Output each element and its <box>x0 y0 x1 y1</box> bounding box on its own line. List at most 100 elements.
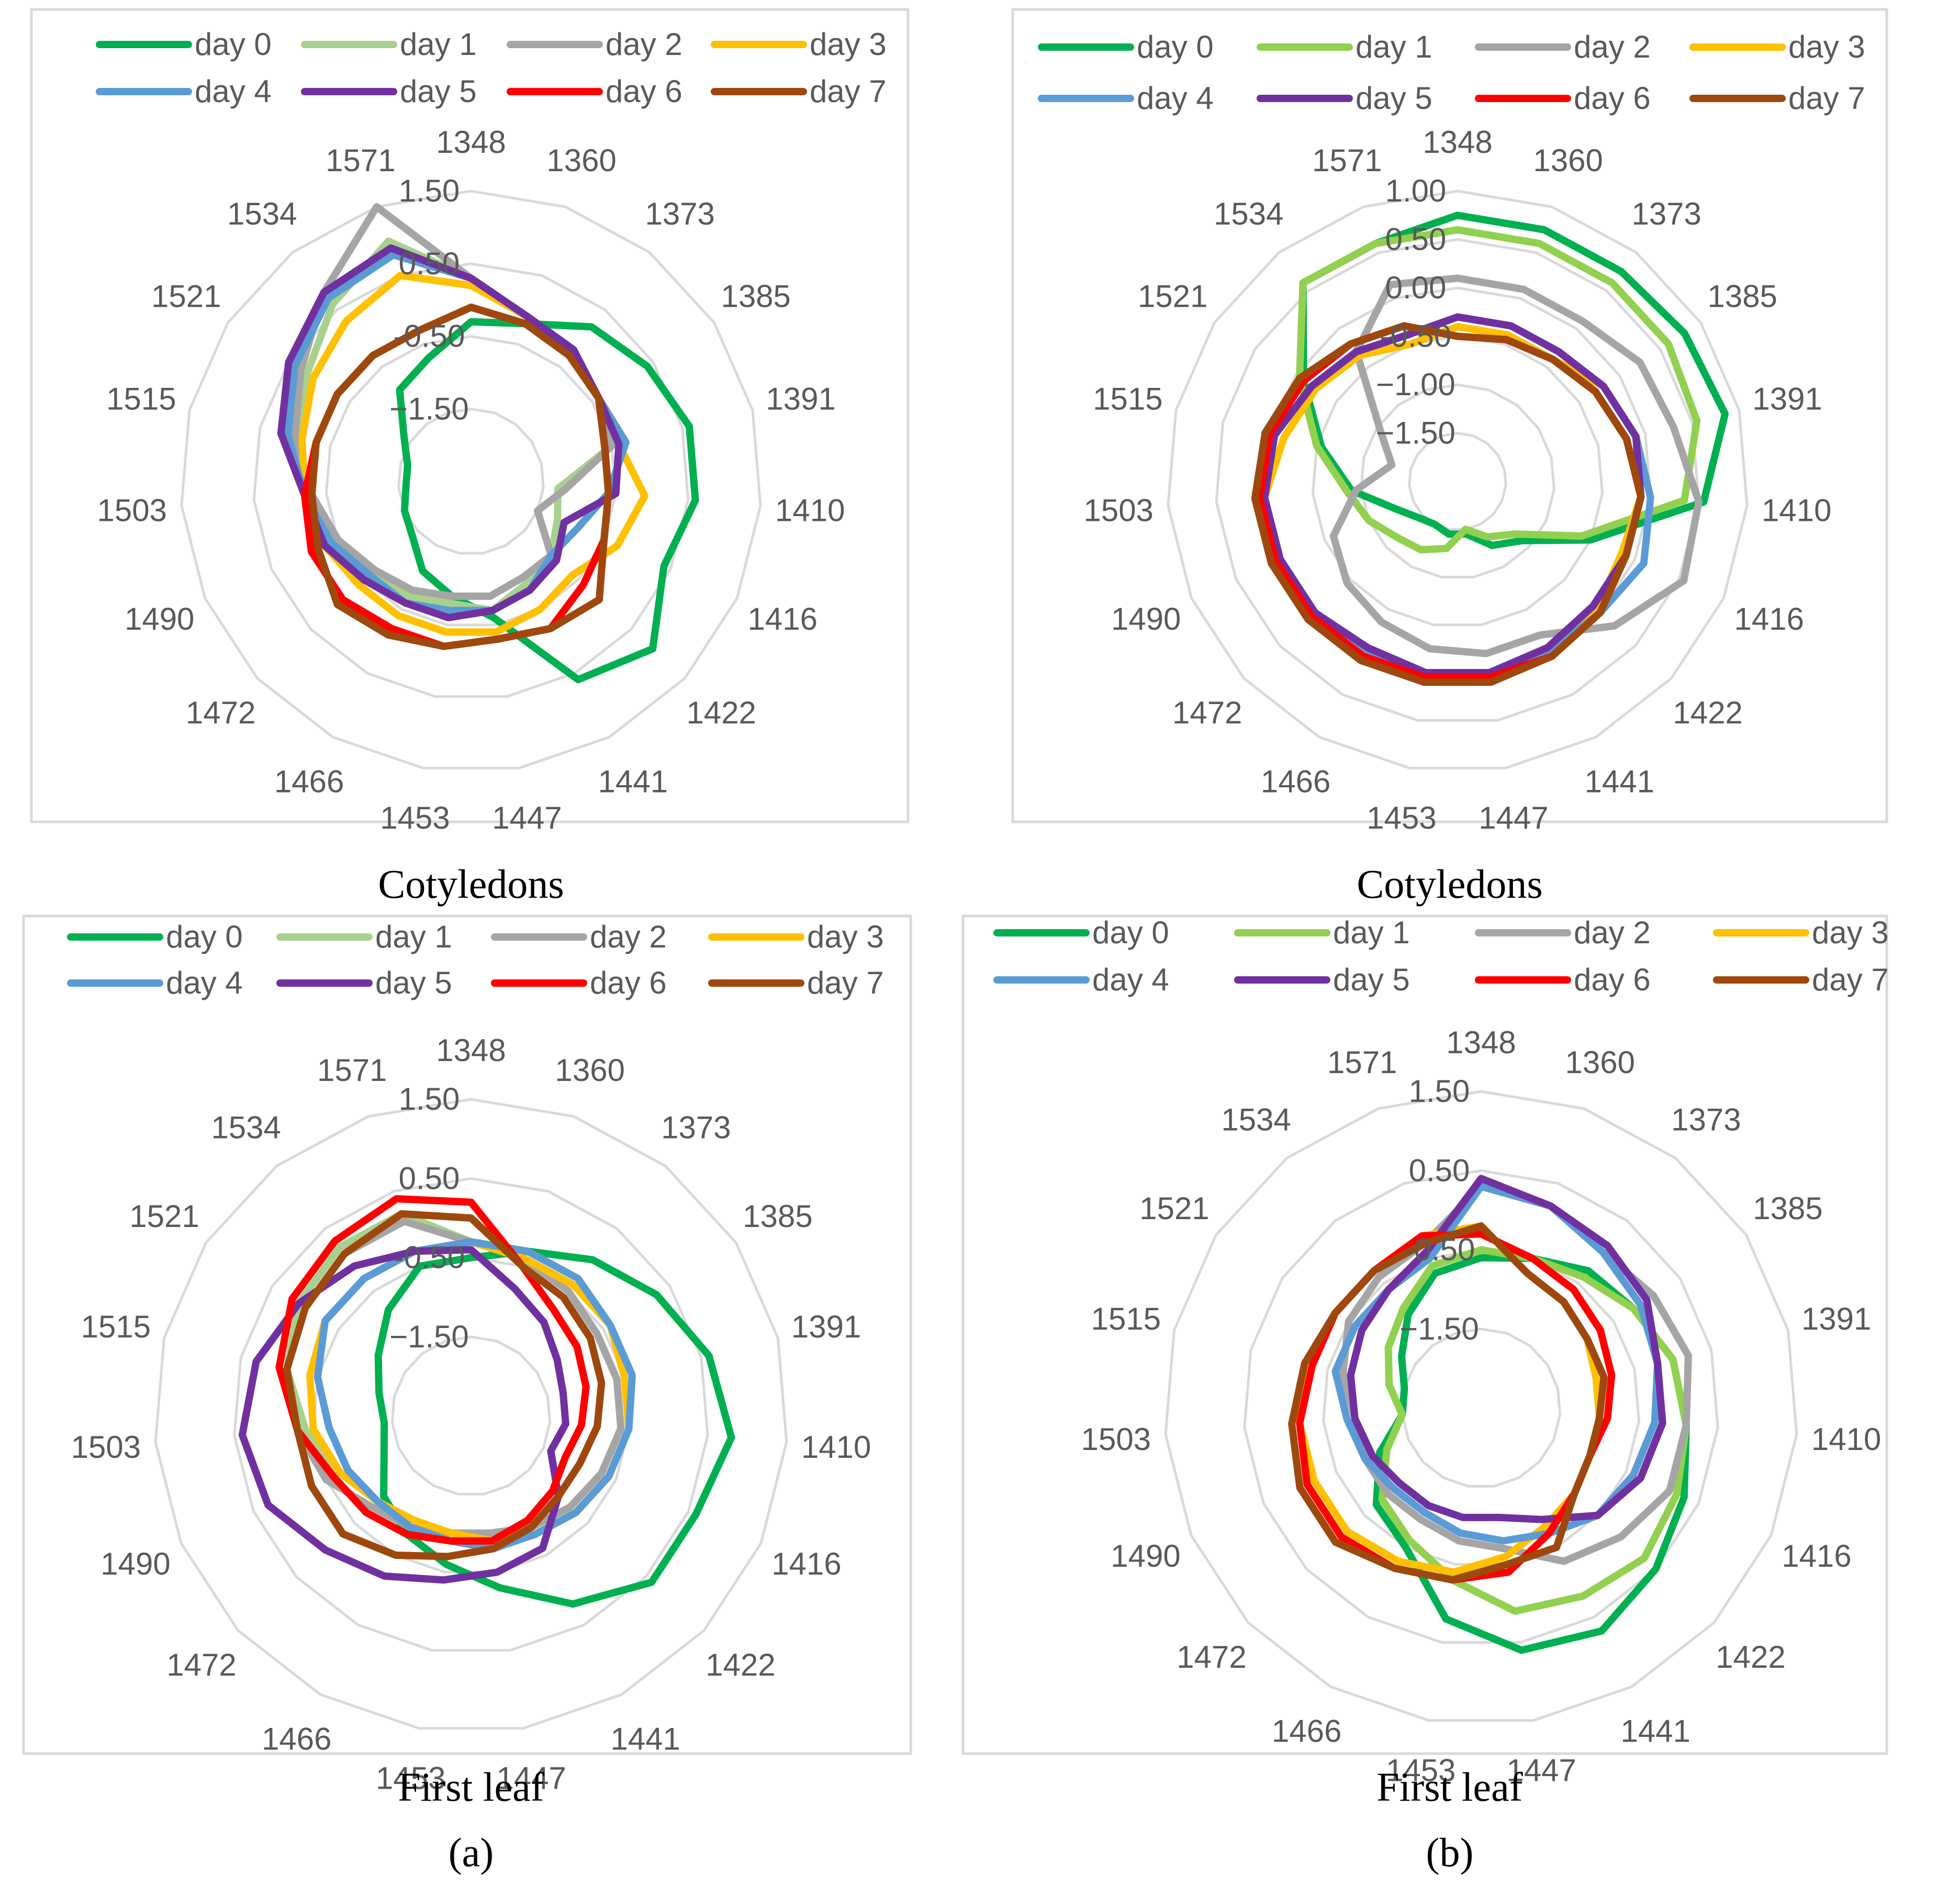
chart-caption: First leaf <box>1376 1764 1522 1810</box>
category-label: 1571 <box>1327 1045 1397 1080</box>
axis-tick-label: −1.00 <box>1376 367 1455 402</box>
legend-label: day 6 <box>1574 81 1651 116</box>
category-label: 1373 <box>661 1110 731 1145</box>
category-label: 1515 <box>1093 381 1162 416</box>
category-label: 1503 <box>71 1430 141 1465</box>
series-line-day-5 <box>1261 313 1645 676</box>
category-label: 1503 <box>1081 1422 1151 1457</box>
legend-label: day 2 <box>1574 29 1651 64</box>
legend-label: day 0 <box>1137 29 1214 64</box>
axis-tick-label: 0.50 <box>399 246 460 281</box>
chart-frame <box>22 914 912 1755</box>
axis-tick-label: -0.50 <box>1404 1232 1475 1267</box>
chart-caption: Cotyledons <box>378 861 564 907</box>
category-label: 1466 <box>1272 1714 1341 1749</box>
grid-ring <box>1408 431 1507 531</box>
category-label: 1534 <box>1214 196 1283 231</box>
series-line-day-7 <box>1288 1222 1608 1584</box>
category-label: 1348 <box>1423 125 1492 160</box>
legend-label: day 1 <box>1333 915 1410 950</box>
category-label: 1466 <box>262 1722 331 1757</box>
category-label: 1521 <box>1138 279 1207 314</box>
category-label: 1348 <box>436 1033 506 1068</box>
legend-label: day 5 <box>1333 962 1410 997</box>
chart-caption: First leaf <box>398 1764 544 1810</box>
category-label: 1416 <box>771 1546 841 1581</box>
category-label: 1373 <box>645 196 714 231</box>
legend-label: day 4 <box>1137 81 1214 116</box>
series-line-day-5 <box>1347 1175 1666 1523</box>
legend-label: day 6 <box>1574 962 1651 997</box>
category-label: 1441 <box>598 764 668 799</box>
legend-label: day 7 <box>1788 81 1865 116</box>
category-label: 1410 <box>801 1430 871 1465</box>
grid-ring <box>1401 1328 1562 1488</box>
category-label: 1571 <box>317 1053 387 1088</box>
category-label: 1447 <box>1506 1753 1576 1788</box>
category-label: 1521 <box>151 279 221 314</box>
category-label: 1348 <box>436 125 506 160</box>
grid-ring <box>390 1335 552 1496</box>
category-label: 1416 <box>1782 1538 1851 1574</box>
category-label: 1391 <box>1752 381 1822 416</box>
legend-label: day 2 <box>1574 915 1651 950</box>
legend-label: day 5 <box>375 965 452 1000</box>
subfigure-label-b: (b) <box>1426 1830 1474 1875</box>
chart-frame <box>30 8 910 823</box>
series-line-day-6 <box>275 1195 590 1545</box>
axis-tick-label: -0.50 <box>394 1240 465 1275</box>
axis-tick-label: 0.50 <box>1409 1153 1470 1188</box>
category-label: 1490 <box>100 1546 170 1581</box>
category-label: 1466 <box>274 764 344 799</box>
grid-ring <box>1311 334 1604 627</box>
legend-label: day 2 <box>590 919 667 954</box>
category-label: 1391 <box>791 1309 861 1344</box>
subfigure-label-a: (a) <box>449 1830 494 1875</box>
legend-label: day 1 <box>375 919 452 954</box>
category-label: 1472 <box>166 1647 236 1682</box>
chart-caption: Cotyledons <box>1357 861 1542 907</box>
category-label: 1466 <box>1261 764 1330 799</box>
axis-tick-label: -0.50 <box>394 319 465 354</box>
category-label: 1416 <box>748 601 817 637</box>
category-label: 1422 <box>1716 1639 1785 1675</box>
category-label: 1490 <box>1111 601 1181 637</box>
category-label: 1360 <box>1533 143 1603 178</box>
category-label: 1410 <box>775 493 845 528</box>
axis-tick-label: −1.50 <box>1399 1311 1479 1346</box>
legend-label: day 0 <box>1092 915 1169 950</box>
grid-ring <box>1167 189 1749 769</box>
category-label: 1472 <box>186 695 255 730</box>
category-label: 1503 <box>1083 493 1153 528</box>
category-label: 1447 <box>496 1761 566 1796</box>
category-label: 1422 <box>686 695 756 730</box>
grid-ring <box>1360 383 1555 578</box>
category-label: 1571 <box>326 143 395 178</box>
grid-ring <box>180 189 762 769</box>
radar-chart-a-bottom: −1.50 -0.50 0.50 1.50 1348 1360 1373 1385 1391 14… <box>22 914 912 1796</box>
category-label: 1360 <box>555 1053 625 1088</box>
legend-label: day 6 <box>590 965 667 1000</box>
chart-frame <box>1011 8 1888 823</box>
category-label: 1472 <box>1177 1639 1246 1675</box>
axis-tick-label: −1.50 <box>1376 416 1455 451</box>
category-label: 1521 <box>129 1199 199 1234</box>
axis-tick-label: 0.50 <box>1385 222 1447 257</box>
category-label: 1441 <box>1620 1714 1690 1749</box>
grid-ring <box>233 1177 709 1652</box>
category-label: 1410 <box>1762 493 1831 528</box>
legend-label: day 3 <box>810 27 887 62</box>
category-label: 1472 <box>1172 695 1242 730</box>
legend-label: day 4 <box>195 74 272 109</box>
grid-ring <box>1215 238 1700 722</box>
category-label: 1348 <box>1446 1025 1516 1060</box>
category-label: 1453 <box>1367 800 1436 835</box>
radar-chart-b-bottom: −1.50 -0.50 0.50 1.50 1348 1360 1373 1385 1391 14… <box>961 914 1889 1788</box>
category-label: 1422 <box>1673 695 1742 730</box>
axis-tick-label: -0.50 <box>1380 319 1452 354</box>
category-label: 1391 <box>1801 1301 1871 1336</box>
grid-ring <box>1243 1169 1719 1644</box>
axis-tick-label: 0.00 <box>1385 270 1447 305</box>
category-label: 1360 <box>1565 1045 1635 1080</box>
